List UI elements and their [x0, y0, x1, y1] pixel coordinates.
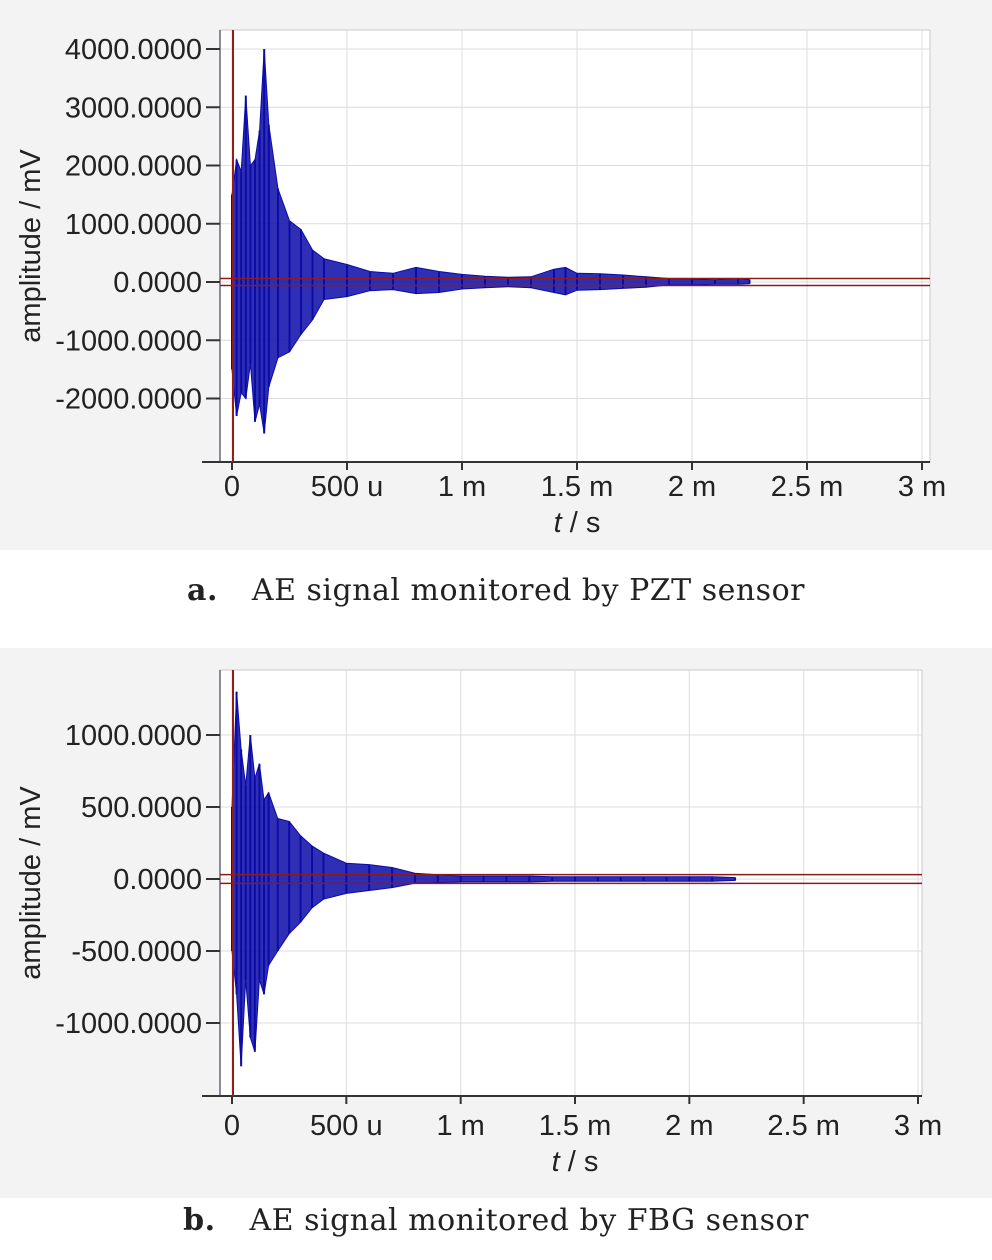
- x-axis-label: t / s: [554, 507, 601, 539]
- x-tick-label: 1 m: [436, 1110, 484, 1142]
- chart-panel-a: 0 500 u 1 m 1.5 m 2 m 2.5 m 3 m 4000.0000 3000.0…: [0, 0, 992, 550]
- x-tick-label: 2 m: [665, 1110, 713, 1142]
- y-tick-label: 4000.0000: [65, 34, 202, 66]
- x-tick-label: 1.5 m: [539, 1110, 612, 1142]
- y-tick-label: 0.0000: [113, 267, 202, 299]
- chart-b: 0 500 u 1 m 1.5 m 2 m 2.5 m 3 m 1000.0000 500.00…: [15, 669, 942, 1178]
- x-tick-label: 2 m: [668, 471, 716, 503]
- y-tick-label: -2000.0000: [55, 384, 202, 416]
- x-axis-label: t / s: [552, 1146, 599, 1178]
- x-tick-label: 2.5 m: [771, 471, 844, 503]
- caption-b-text: AE signal monitored by FBG sensor: [249, 1203, 809, 1238]
- y-tick-label: -1000.0000: [55, 325, 202, 357]
- chart-a: 0 500 u 1 m 1.5 m 2 m 2.5 m 3 m 4000.0000 3000.0…: [15, 29, 946, 539]
- y-tick-label: 1000.0000: [65, 209, 202, 241]
- x-tick-label: 1 m: [438, 471, 486, 503]
- x-tick-label: 0: [224, 1110, 240, 1142]
- y-tick-label: 500.0000: [81, 792, 202, 824]
- x-axis-label-var: t: [554, 507, 564, 539]
- caption-b: b. AE signal monitored by FBG sensor: [0, 1203, 992, 1238]
- x-axis-label-unit: / s: [562, 507, 601, 539]
- x-axis-label-unit: / s: [560, 1146, 599, 1178]
- y-axis-label: amplitude / mV: [15, 786, 47, 980]
- caption-a-label: a.: [187, 573, 218, 608]
- caption-b-label: b.: [183, 1203, 216, 1238]
- y-tick-label: 2000.0000: [65, 151, 202, 183]
- y-tick-label: 3000.0000: [65, 92, 202, 124]
- x-tick-label: 2.5 m: [767, 1110, 840, 1142]
- x-axis-label-var: t: [552, 1146, 562, 1178]
- x-tick-label: 500 u: [311, 471, 384, 503]
- x-tick-label: 3 m: [894, 1110, 942, 1142]
- x-tick-label: 1.5 m: [541, 471, 614, 503]
- y-tick-label: -500.0000: [71, 936, 202, 968]
- y-tick-label: -1000.0000: [55, 1008, 202, 1040]
- chart-panel-b: 0 500 u 1 m 1.5 m 2 m 2.5 m 3 m 1000.0000 500.00…: [0, 648, 992, 1198]
- plot-area: [219, 29, 931, 463]
- caption-a: a. AE signal monitored by PZT sensor: [0, 573, 992, 608]
- y-tick-label: 0.0000: [113, 864, 202, 896]
- x-tick-label: 3 m: [898, 471, 946, 503]
- y-tick-label: 1000.0000: [65, 720, 202, 752]
- x-tick-label: 0: [224, 471, 240, 503]
- caption-a-text: AE signal monitored by PZT sensor: [251, 573, 805, 608]
- y-axis-label: amplitude / mV: [15, 149, 47, 343]
- x-tick-label: 500 u: [310, 1110, 383, 1142]
